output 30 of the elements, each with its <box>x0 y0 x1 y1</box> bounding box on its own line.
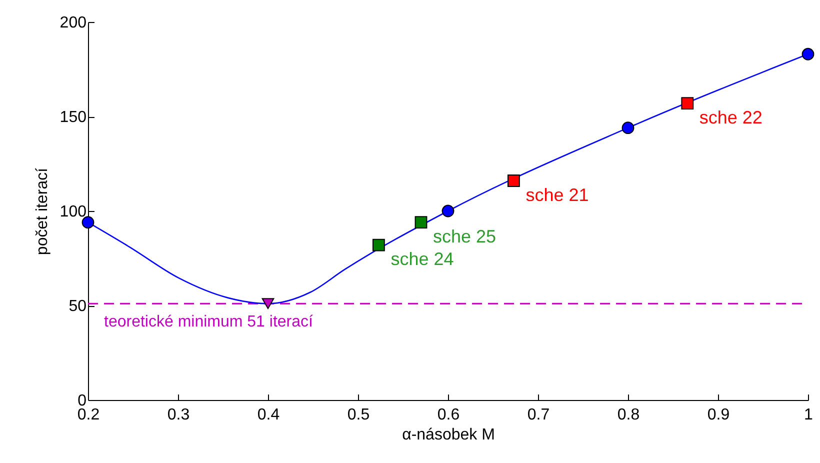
x-tick-label: 0.8 <box>617 406 640 424</box>
annotation: sche 22 <box>699 107 762 128</box>
point <box>681 97 694 110</box>
annotation: sche 25 <box>433 226 496 246</box>
y-tick-label: 50 <box>68 298 87 315</box>
ref-line-label: teoretické minimum 51 iterací <box>104 314 314 331</box>
point <box>82 216 94 229</box>
y-axis-title: počet iterací <box>34 167 51 256</box>
y-tick-label: 0 <box>78 392 87 410</box>
point <box>262 298 274 310</box>
x-tick-label: 1 <box>804 406 814 424</box>
x-tick-label: 0.2 <box>77 406 100 424</box>
x-tick-label: 0.7 <box>527 406 550 424</box>
y-tick-label: 100 <box>60 204 87 220</box>
point <box>508 174 520 187</box>
x-axis-title: α-násobek M <box>402 426 495 444</box>
annotation: sche 24 <box>390 249 454 270</box>
x-tick-label: 0.9 <box>707 406 730 424</box>
x-tick-label: 0.4 <box>257 406 280 424</box>
point <box>372 238 385 252</box>
annotation: sche 21 <box>526 184 589 205</box>
x-tick-label: 0.3 <box>167 406 190 424</box>
point <box>442 204 454 218</box>
point <box>414 216 428 229</box>
point <box>622 122 634 134</box>
x-tick-label: 0.6 <box>437 406 460 424</box>
y-tick-label: 150 <box>60 109 87 126</box>
point <box>802 48 814 60</box>
x-tick-label: 0.5 <box>347 406 370 424</box>
y-tick-label: 200 <box>60 14 87 32</box>
